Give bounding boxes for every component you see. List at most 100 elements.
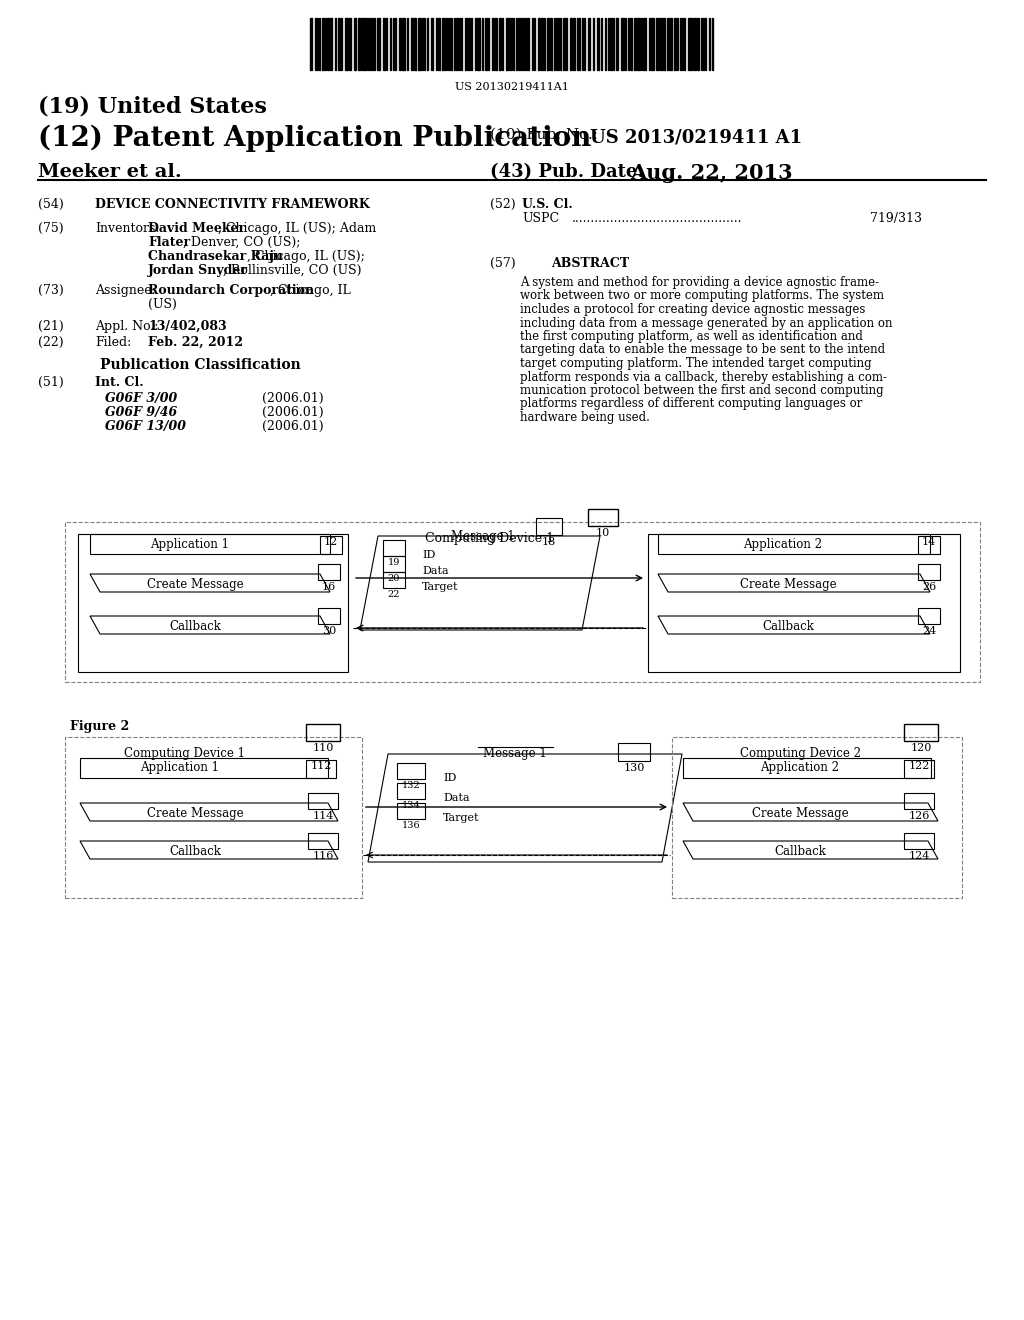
Bar [630,18,632,70]
Text: ID: ID [443,774,457,783]
Bar [904,793,934,809]
Bar [308,793,338,809]
Bar [637,18,640,70]
Text: US 2013/0219411 A1: US 2013/0219411 A1 [590,128,802,147]
Text: (22): (22) [38,337,63,348]
Text: Aug. 22, 2013: Aug. 22, 2013 [630,162,793,183]
Text: (57): (57) [490,257,516,271]
Text: 126: 126 [908,810,930,821]
Bar [656,18,659,70]
Text: platforms regardless of different computing languages or: platforms regardless of different comput… [520,397,862,411]
Bar [397,763,425,779]
Text: 26: 26 [922,582,936,591]
Bar [319,536,342,554]
Text: 12: 12 [324,537,338,546]
Bar [538,18,540,70]
Bar [565,18,567,70]
Text: G06F 9/46: G06F 9/46 [105,407,177,418]
Text: Callback: Callback [169,620,221,634]
Text: 20: 20 [388,574,400,583]
Bar [431,18,433,70]
Bar [354,18,356,70]
Text: Data: Data [422,566,449,576]
Text: , Chicago, IL: , Chicago, IL [269,284,350,297]
Bar [570,18,572,70]
Text: (54): (54) [38,198,63,211]
Bar [322,18,324,70]
Bar [694,18,696,70]
Bar [465,18,467,70]
Text: Jordan Snyder: Jordan Snyder [148,264,248,277]
Bar [349,18,351,70]
Bar [506,18,509,70]
Text: ............................................: ........................................… [572,213,742,224]
Text: Create Message: Create Message [146,807,244,820]
Text: USPC: USPC [522,213,559,224]
Bar [918,536,940,554]
Text: , Rollinsville, CO (US): , Rollinsville, CO (US) [223,264,361,277]
Text: (21): (21) [38,319,63,333]
Text: Callback: Callback [169,845,221,858]
Text: 719/313: 719/313 [870,213,922,224]
Text: 120: 120 [910,743,932,752]
Text: work between two or more computing platforms. The system: work between two or more computing platf… [520,289,884,302]
Text: 16: 16 [322,582,336,591]
Bar [651,18,654,70]
Bar [492,18,494,70]
Bar [383,18,385,70]
Text: (2006.01): (2006.01) [262,392,324,405]
Bar [683,758,931,777]
Bar [658,535,930,554]
Bar [904,723,938,741]
Bar [442,18,444,70]
Text: Appl. No.:: Appl. No.: [95,319,159,333]
Text: Inventors:: Inventors: [95,222,160,235]
Text: Callback: Callback [774,845,826,858]
Text: Create Message: Create Message [739,578,837,591]
Text: DEVICE CONNECTIVITY FRAMEWORK: DEVICE CONNECTIVITY FRAMEWORK [95,198,370,211]
Text: ID: ID [422,550,435,560]
Text: 19: 19 [388,558,400,568]
Text: (19) United States: (19) United States [38,95,267,117]
Bar [918,564,940,579]
Text: Target: Target [443,813,479,822]
Text: the first computing platform, as well as identification and: the first computing platform, as well as… [520,330,863,343]
Text: Computing Device 2: Computing Device 2 [739,747,860,760]
Text: 130: 130 [624,763,645,774]
Text: 13/402,083: 13/402,083 [148,319,226,333]
Text: 114: 114 [312,810,334,821]
Text: 30: 30 [322,626,336,636]
Text: (43) Pub. Date:: (43) Pub. Date: [490,162,644,181]
Bar [397,783,425,799]
Bar [65,521,980,682]
Text: 134: 134 [401,801,421,810]
Bar [414,18,416,70]
Text: Target: Target [422,582,459,591]
Text: A system and method for providing a device agnostic frame-: A system and method for providing a devi… [520,276,880,289]
Bar [399,18,401,70]
Text: 112: 112 [310,762,332,771]
Text: (2006.01): (2006.01) [262,420,324,433]
Bar [338,18,340,70]
Bar [648,535,961,672]
Text: , Denver, CO (US);: , Denver, CO (US); [183,236,300,249]
Bar [456,18,458,70]
Text: (73): (73) [38,284,63,297]
Bar [588,18,590,70]
Text: Meeker et al.: Meeker et al. [38,162,181,181]
Text: Publication Classification: Publication Classification [99,358,300,372]
Text: ABSTRACT: ABSTRACT [551,257,629,271]
Text: 136: 136 [401,821,420,830]
Bar [418,18,421,70]
Bar [477,18,480,70]
Text: target computing platform. The intended target computing: target computing platform. The intended … [520,356,871,370]
Text: Computing Device 1: Computing Device 1 [125,747,246,760]
Text: Data: Data [443,793,470,803]
Text: 116: 116 [312,851,334,861]
Text: G06F 13/00: G06F 13/00 [105,420,186,433]
Text: Filed:: Filed: [95,337,131,348]
Bar [308,833,338,849]
Text: 124: 124 [908,851,930,861]
Bar [573,18,575,70]
Text: Create Message: Create Message [752,807,848,820]
